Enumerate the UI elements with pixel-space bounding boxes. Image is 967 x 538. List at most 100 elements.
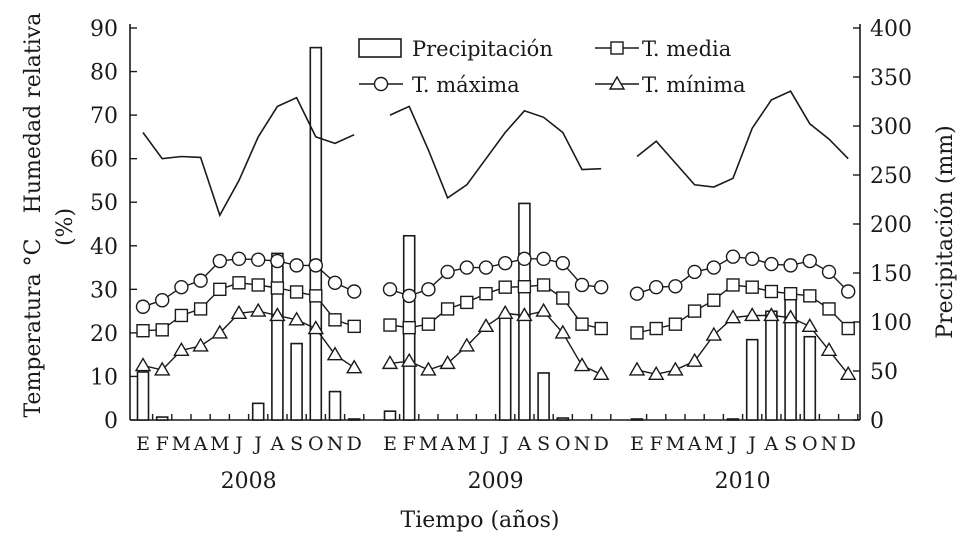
month-label: N bbox=[574, 433, 591, 455]
tmin-point bbox=[439, 354, 456, 370]
precip-bar bbox=[630, 418, 644, 421]
month-label: S bbox=[537, 433, 550, 455]
tmax-point bbox=[574, 277, 590, 293]
y-axis-title-humidity: Humedad relativa bbox=[21, 13, 46, 214]
precip-bar bbox=[271, 252, 284, 421]
legend-tmin-label: T. mínima bbox=[642, 73, 746, 97]
y-tick-label-left: 40 bbox=[90, 235, 118, 260]
tmedia-point bbox=[460, 295, 474, 310]
month-label: A bbox=[193, 433, 208, 455]
tmedia-point bbox=[383, 318, 397, 332]
axis-labels: Tiempo (años) Humedad relativa (%) Temperat… bbox=[21, 13, 958, 533]
tmedia-point bbox=[174, 308, 189, 323]
tmax-point bbox=[649, 279, 664, 295]
tmin-point bbox=[686, 352, 703, 367]
tmedia-point bbox=[517, 280, 532, 294]
month-label: J bbox=[252, 433, 262, 455]
month-label: A bbox=[687, 433, 702, 455]
month-label: E bbox=[383, 433, 397, 455]
month-label: F bbox=[403, 433, 416, 455]
y-tick-label-right: 100 bbox=[870, 311, 912, 336]
tmedia-point bbox=[536, 278, 551, 292]
tmax-point bbox=[212, 253, 228, 269]
legend: Precipitación T. media T. máxima T. mínima bbox=[358, 37, 746, 97]
precip-bar bbox=[309, 46, 323, 421]
tmedia-point bbox=[726, 278, 740, 292]
tmin-point bbox=[782, 309, 799, 324]
tmedia-point bbox=[289, 285, 304, 299]
tmedia-point bbox=[270, 281, 285, 295]
tmax-point bbox=[421, 282, 436, 297]
tmin-point bbox=[269, 307, 286, 322]
tmedia-point bbox=[136, 324, 150, 338]
tmax-point bbox=[231, 251, 247, 267]
year-label: 2010 bbox=[715, 469, 771, 494]
month-label: O bbox=[308, 433, 324, 455]
tmax-point bbox=[706, 260, 721, 275]
precip-bar bbox=[556, 417, 570, 421]
tmax-point bbox=[289, 258, 304, 273]
precipitation-bars bbox=[136, 46, 817, 421]
y-tick-label-left: 60 bbox=[90, 148, 118, 173]
tmin-point bbox=[288, 311, 305, 326]
tmedia-point bbox=[630, 326, 644, 340]
y-tick-label-right: 150 bbox=[870, 262, 912, 287]
axes: 0 10 20 30 40 50 60 70 80 90 0 50 100 150 200 250 300 350… bbox=[90, 17, 912, 494]
month-label: J bbox=[480, 433, 490, 455]
tmin-point bbox=[820, 341, 838, 357]
tmedia-line bbox=[636, 284, 849, 334]
tmax-point bbox=[251, 252, 266, 267]
tmax-point bbox=[629, 286, 645, 301]
tmedia-point bbox=[594, 321, 608, 336]
precip-bar bbox=[290, 342, 303, 421]
y-tick-label-left: 80 bbox=[90, 61, 118, 86]
tmax-point bbox=[135, 299, 151, 314]
tmedia-line bbox=[142, 282, 355, 332]
tmin-point bbox=[724, 309, 742, 324]
tmin-point bbox=[153, 361, 171, 376]
tmax-point bbox=[536, 251, 551, 267]
tmedia-point bbox=[783, 286, 798, 301]
y-tick-label-left: 70 bbox=[90, 104, 118, 129]
month-label: M bbox=[666, 433, 685, 455]
tmedia-point bbox=[803, 289, 817, 303]
month-label: E bbox=[630, 433, 644, 455]
tmedia-point bbox=[668, 317, 683, 331]
tmedia-point bbox=[822, 302, 836, 316]
month-label: F bbox=[650, 433, 663, 455]
y-tick-label-right: 200 bbox=[870, 213, 912, 238]
y-tick-label-left: 90 bbox=[90, 17, 118, 42]
y-tick-label-right: 50 bbox=[870, 360, 898, 385]
tmin-point bbox=[743, 307, 761, 322]
tmax-point bbox=[555, 256, 570, 271]
legend-tmax-marker bbox=[373, 76, 389, 92]
month-label: J bbox=[233, 433, 243, 455]
month-label: M bbox=[210, 433, 229, 455]
tmin-point bbox=[134, 357, 152, 372]
month-label: S bbox=[290, 433, 303, 455]
tmin-point bbox=[839, 365, 857, 380]
precip-bar bbox=[765, 310, 778, 421]
tmedia-point bbox=[649, 321, 663, 336]
month-label: D bbox=[841, 433, 856, 455]
tmedia-point bbox=[347, 319, 361, 334]
humidity-line bbox=[142, 96, 355, 218]
tmax-point bbox=[783, 258, 798, 273]
tmedia-point bbox=[213, 282, 227, 297]
legend-tmin-marker bbox=[608, 75, 626, 90]
precip-bar bbox=[745, 338, 759, 421]
month-label: D bbox=[347, 433, 362, 455]
tmax-point bbox=[668, 279, 683, 294]
y-axis-title-temperature: Temperatura °C bbox=[21, 238, 46, 417]
y-axis-title-humidity-unit: (%) bbox=[53, 208, 78, 246]
tmin-point bbox=[516, 307, 533, 322]
tmedia-point bbox=[745, 280, 759, 294]
precip-bar bbox=[328, 390, 342, 421]
month-label: D bbox=[594, 433, 609, 455]
tmin-point bbox=[192, 337, 209, 352]
tmin-point bbox=[628, 361, 646, 376]
tmax-point bbox=[154, 293, 170, 308]
y-axis-title-precipitation: Precipitación (mm) bbox=[933, 125, 958, 338]
tmin-point bbox=[307, 320, 325, 335]
tmedia-point bbox=[328, 313, 342, 327]
